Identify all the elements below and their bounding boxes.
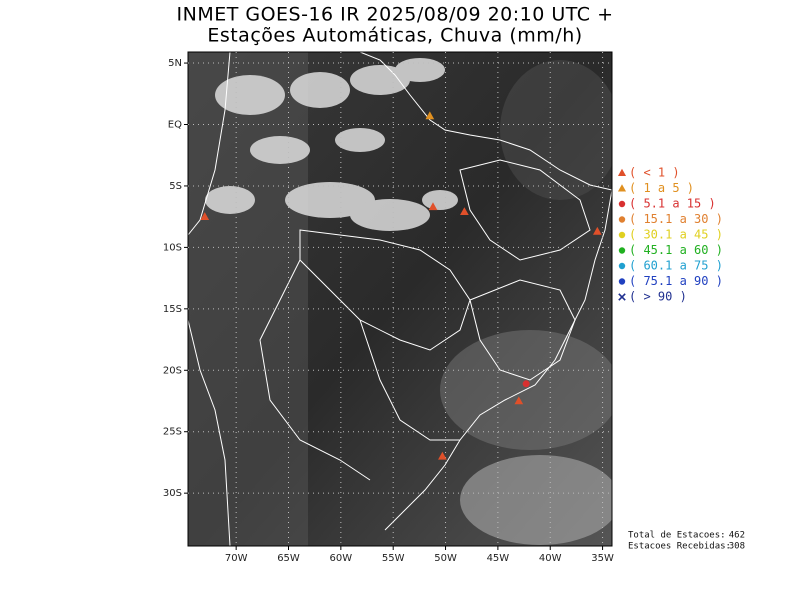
title: INMET GOES-16 IR 2025/08/09 20:10 UTC + xyxy=(177,4,614,26)
y-tick-label: 10S xyxy=(163,242,182,253)
station-marker xyxy=(592,226,602,235)
legend-symbol xyxy=(618,216,626,223)
x-tick-label: 50W xyxy=(434,553,457,564)
station-marker xyxy=(514,396,524,405)
legend-label: ( 1 a 5 ) xyxy=(629,181,694,195)
y-tick-label: 20S xyxy=(163,365,182,376)
stat-label: Total de Estacoes: xyxy=(628,531,726,541)
stat-value: 462 xyxy=(729,531,745,541)
station-marker xyxy=(425,111,435,120)
y-tick-label: 15S xyxy=(163,304,182,315)
x-tick-label: 40W xyxy=(539,553,562,564)
y-tick-label: 25S xyxy=(163,427,182,438)
legend-label: ( 75.1 a 90 ) xyxy=(629,274,723,288)
station-marker xyxy=(522,380,530,388)
station-marker xyxy=(460,207,469,216)
y-tick-label: 30S xyxy=(163,488,182,499)
y-tick-label: EQ xyxy=(168,120,182,131)
legend-label: ( 45.1 a 60 ) xyxy=(629,243,723,257)
station-marker xyxy=(438,451,447,460)
x-tick-label: 55W xyxy=(382,553,405,564)
x-tick-label: 60W xyxy=(330,553,353,564)
legend-symbol xyxy=(618,200,626,208)
legend-label: ( 30.1 a 45 ) xyxy=(629,228,723,242)
legend-label: ( 15.1 a 30 ) xyxy=(629,212,723,226)
legend: ( < 1 )( 1 a 5 ) ( 5.1 a 15 )( 15.1 a 30 … xyxy=(617,166,723,304)
map-frame xyxy=(187,51,613,547)
station-marker xyxy=(428,202,438,211)
y-tick-label: 5S xyxy=(169,181,182,192)
legend-label: ( 5.1 a 15 ) xyxy=(629,197,716,211)
legend-label: ( < 1 ) xyxy=(629,166,680,180)
stat-value: 308 xyxy=(729,542,745,552)
y-tick-label: 5N xyxy=(168,58,182,69)
stat-label: Estacoes Recebidas: xyxy=(628,542,731,552)
legend-symbol xyxy=(617,184,627,192)
station-marker xyxy=(200,212,210,220)
x-tick-label: 65W xyxy=(277,553,300,564)
legend-label: ( 60.1 a 75 ) xyxy=(629,259,723,273)
legend-symbol xyxy=(618,231,626,239)
legend-symbol xyxy=(617,168,627,177)
legend-symbol xyxy=(618,262,626,270)
legend-symbol xyxy=(618,278,626,285)
x-tick-label: 70W xyxy=(225,553,248,564)
legend-symbol xyxy=(618,247,626,254)
x-tick-label: 35W xyxy=(591,553,614,564)
satellite-image xyxy=(188,52,612,546)
subtitle: Estações Automáticas, Chuva (mm/h) xyxy=(207,25,582,47)
legend-label: ( > 90 ) xyxy=(629,290,687,304)
x-tick-label: 45W xyxy=(487,553,510,564)
legend-symbol xyxy=(618,293,626,301)
